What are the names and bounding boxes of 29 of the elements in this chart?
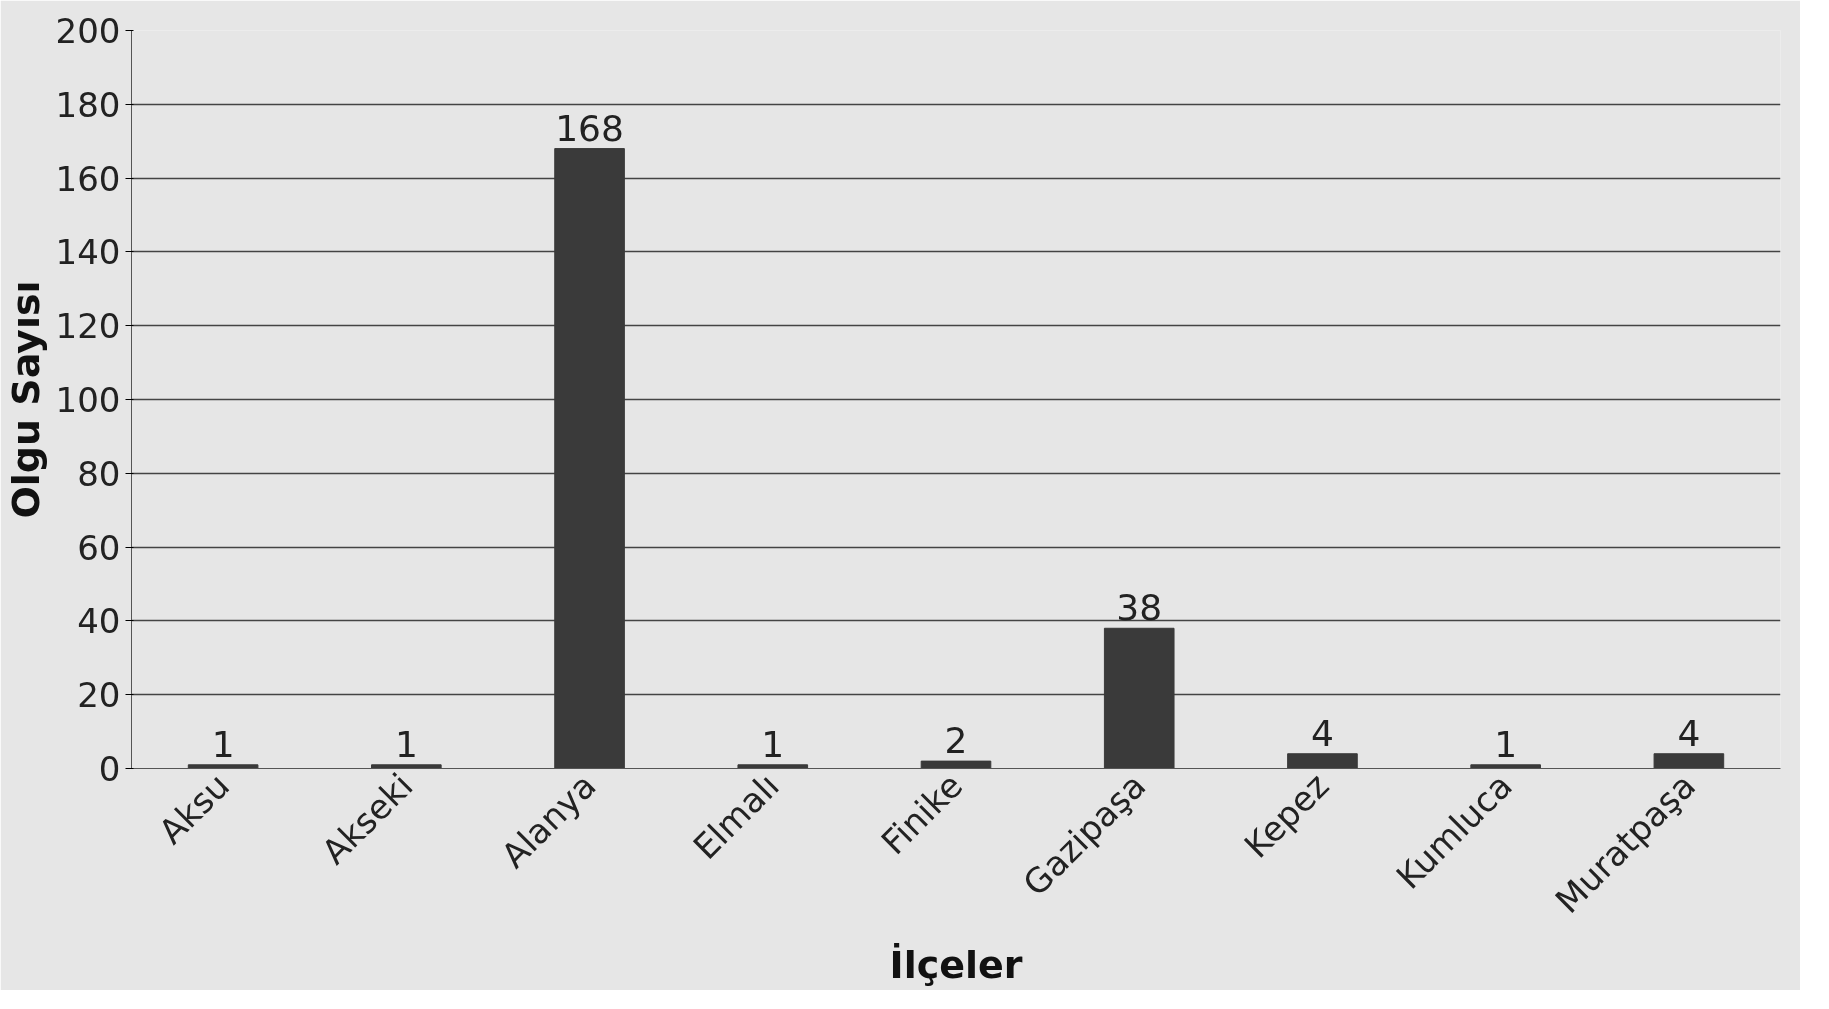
- data-label: 1: [211, 723, 235, 765]
- bar: [920, 760, 992, 769]
- data-label: 168: [555, 107, 624, 149]
- data-label: 38: [1116, 587, 1163, 629]
- y-tick-label: 20: [77, 675, 121, 716]
- bar: [1653, 753, 1725, 769]
- data-label: 2: [944, 720, 968, 762]
- bar: [1287, 753, 1358, 769]
- data-label: 1: [1494, 723, 1518, 765]
- y-tick-label: 60: [77, 527, 121, 568]
- y-tick-label: 180: [55, 84, 121, 125]
- data-label: 1: [394, 723, 418, 765]
- y-tick-label: 140: [55, 232, 121, 273]
- data-label: 1: [761, 723, 785, 765]
- bar: [187, 764, 259, 769]
- y-tick-label: 80: [77, 453, 121, 494]
- bar: [737, 764, 809, 769]
- y-tick-label: 100: [55, 380, 121, 420]
- data-label: 4: [1310, 712, 1334, 754]
- bar: [1470, 764, 1541, 769]
- data-label: 4: [1677, 712, 1701, 754]
- x-axis-title: İlçeler: [889, 943, 1023, 988]
- y-tick-label: 120: [55, 306, 121, 347]
- y-axis-title: Olgu Sayısı: [3, 280, 48, 519]
- y-tick-label: 40: [77, 601, 121, 642]
- bar: [371, 764, 442, 769]
- y-tick-label: 160: [55, 158, 121, 199]
- y-tick-label: 0: [98, 749, 121, 789]
- y-tick-label: 200: [55, 11, 121, 51]
